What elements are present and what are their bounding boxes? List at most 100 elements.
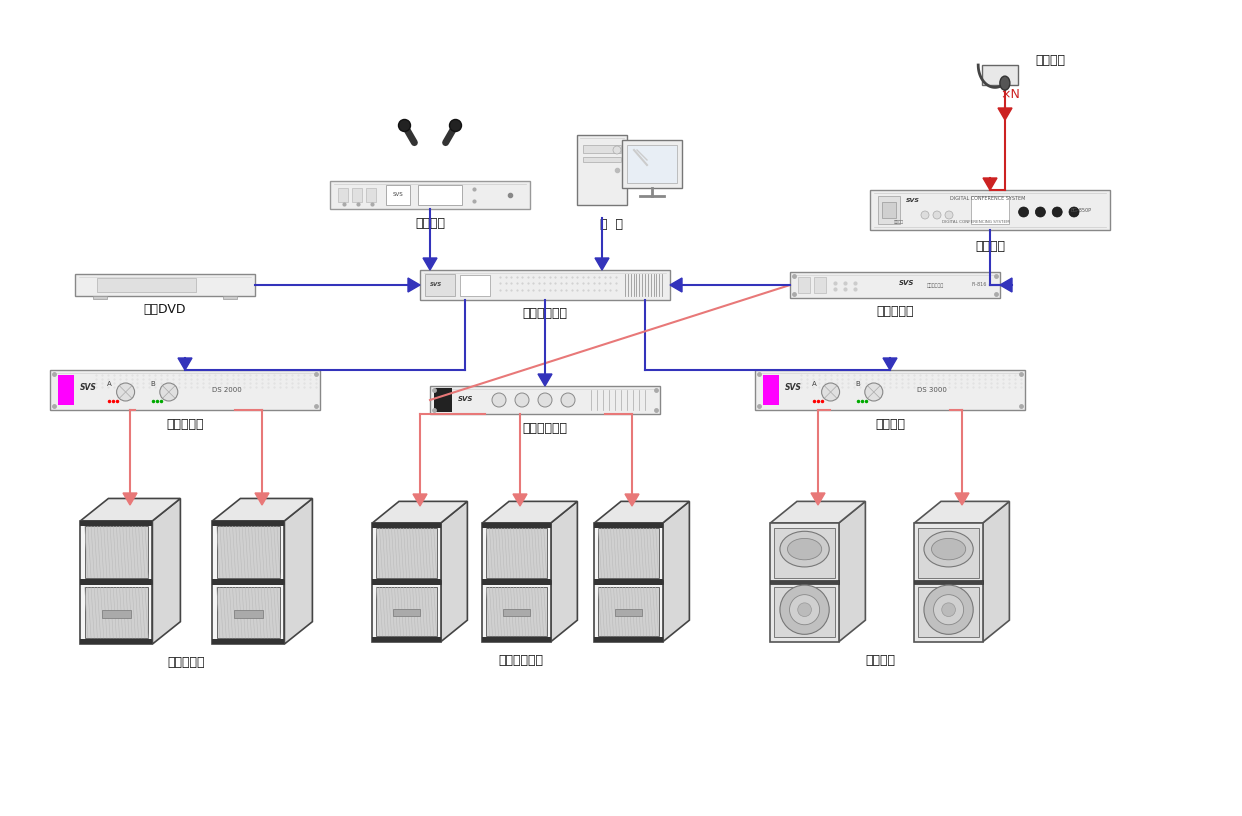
Polygon shape <box>595 258 609 270</box>
Circle shape <box>1052 207 1062 217</box>
Bar <box>599 528 658 578</box>
Polygon shape <box>982 178 997 190</box>
Polygon shape <box>178 358 193 370</box>
Circle shape <box>922 211 929 219</box>
Circle shape <box>864 383 883 401</box>
Polygon shape <box>153 499 180 644</box>
Polygon shape <box>811 493 825 505</box>
Bar <box>373 579 441 585</box>
Bar <box>425 273 455 296</box>
Polygon shape <box>1000 278 1012 292</box>
Polygon shape <box>550 501 578 641</box>
Bar <box>386 185 410 205</box>
Bar <box>482 523 550 528</box>
Bar <box>93 296 107 299</box>
Bar <box>330 181 530 209</box>
Bar <box>376 528 437 578</box>
Polygon shape <box>81 499 180 521</box>
Polygon shape <box>123 493 137 505</box>
Bar <box>882 202 895 218</box>
Circle shape <box>945 211 953 219</box>
Text: B: B <box>150 381 155 387</box>
Bar <box>627 145 677 183</box>
Bar <box>75 274 255 296</box>
Text: SVS: SVS <box>392 193 404 197</box>
Circle shape <box>561 393 575 407</box>
Bar <box>869 190 1110 230</box>
Polygon shape <box>955 493 969 505</box>
Polygon shape <box>513 494 527 506</box>
Circle shape <box>934 595 964 625</box>
Circle shape <box>924 585 974 634</box>
Bar <box>430 386 660 414</box>
Bar <box>373 523 441 641</box>
Bar <box>482 579 550 585</box>
Text: 返听音箱: 返听音箱 <box>864 654 895 667</box>
Polygon shape <box>482 501 578 523</box>
Circle shape <box>515 393 529 407</box>
Text: 电话会议: 电话会议 <box>894 220 904 224</box>
Text: FI-816: FI-816 <box>971 282 986 287</box>
Bar <box>774 528 836 578</box>
Bar <box>81 639 153 644</box>
Text: B: B <box>856 381 859 387</box>
Bar <box>373 637 441 641</box>
Bar <box>755 370 1025 410</box>
Circle shape <box>797 603 811 617</box>
Bar <box>81 521 153 644</box>
Polygon shape <box>770 501 866 523</box>
Circle shape <box>399 119 411 131</box>
Text: SVS: SVS <box>785 384 802 392</box>
Polygon shape <box>212 499 313 521</box>
Bar <box>790 272 1000 298</box>
Text: 反馈抑制系统: 反馈抑制系统 <box>927 282 944 287</box>
Bar <box>233 610 263 618</box>
Circle shape <box>538 393 551 407</box>
Bar <box>433 388 452 412</box>
Polygon shape <box>914 501 1010 523</box>
Ellipse shape <box>780 531 830 567</box>
Bar <box>351 188 361 202</box>
Ellipse shape <box>787 539 822 560</box>
Circle shape <box>614 146 621 154</box>
Bar <box>392 609 420 616</box>
Bar <box>914 523 982 641</box>
Bar <box>770 580 838 584</box>
Bar <box>599 588 658 636</box>
Bar <box>81 579 153 585</box>
Circle shape <box>780 585 830 634</box>
Bar <box>212 579 284 585</box>
Text: 会议主机: 会议主机 <box>975 240 1005 253</box>
Bar <box>212 639 284 644</box>
Polygon shape <box>883 358 897 370</box>
Bar <box>982 65 1018 85</box>
Polygon shape <box>982 501 1010 641</box>
Circle shape <box>492 393 505 407</box>
Bar <box>878 196 900 224</box>
Ellipse shape <box>1000 76 1010 90</box>
Text: ×N: ×N <box>1000 88 1020 101</box>
Polygon shape <box>414 494 427 506</box>
Bar <box>373 523 441 528</box>
Text: 主扩声音箱: 主扩声音箱 <box>168 656 205 669</box>
Text: 蓝光DVD: 蓝光DVD <box>144 303 186 316</box>
Bar <box>482 580 550 584</box>
Polygon shape <box>424 258 437 270</box>
Text: BG-850P: BG-850P <box>1071 207 1092 212</box>
Ellipse shape <box>924 531 974 567</box>
Text: SVS: SVS <box>79 384 97 392</box>
Circle shape <box>117 383 134 401</box>
Bar <box>460 274 491 295</box>
Text: A: A <box>107 381 112 387</box>
Circle shape <box>933 211 941 219</box>
Bar <box>97 278 195 291</box>
Polygon shape <box>373 501 467 523</box>
Text: SVS: SVS <box>430 282 442 287</box>
Bar <box>770 523 838 641</box>
Bar <box>622 140 682 188</box>
Circle shape <box>1036 207 1046 217</box>
Text: 反馈抑制器: 反馈抑制器 <box>877 305 914 318</box>
Text: DIGITAL CONFERENCING SYSTEM: DIGITAL CONFERENCING SYSTEM <box>941 220 1010 224</box>
Bar <box>212 580 284 584</box>
Text: A: A <box>812 381 817 387</box>
